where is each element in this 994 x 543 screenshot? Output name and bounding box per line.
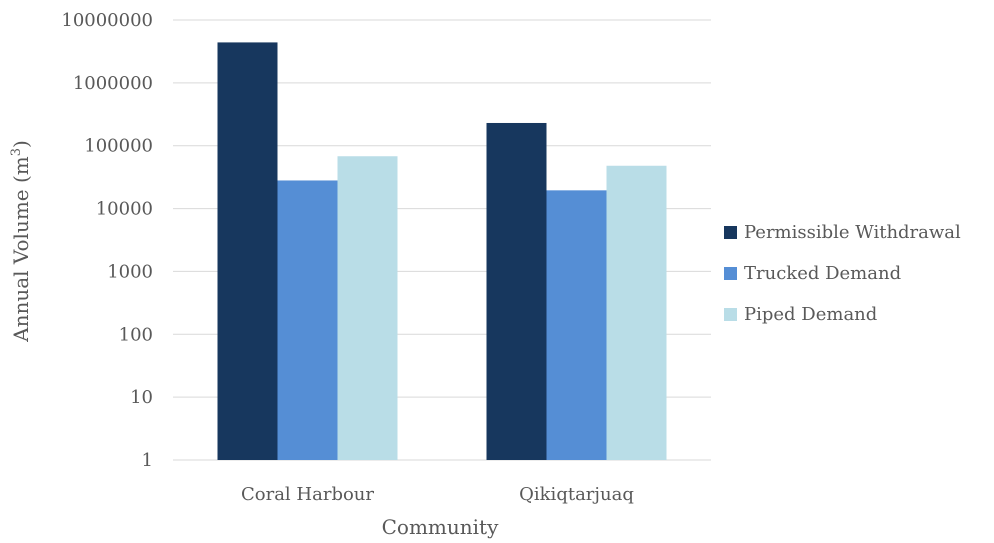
- legend-swatch: [724, 267, 737, 280]
- y-axis-title: Annual Volume (m3): [9, 140, 33, 343]
- x-axis-category-labels: Coral Harbour Qikiqtarjuaq: [241, 484, 634, 505]
- y-tick-label: 100000: [84, 136, 153, 157]
- legend-swatch: [724, 308, 737, 321]
- x-category-label: Coral Harbour: [241, 484, 374, 505]
- bars: [217, 42, 667, 460]
- x-category-label: Qikiqtarjuaq: [519, 484, 634, 505]
- bar-piped-demand: [337, 156, 398, 460]
- y-tick-label: 1: [142, 450, 153, 471]
- legend-swatch: [724, 226, 737, 239]
- y-axis-title-text: Annual Volume (m: [9, 156, 33, 343]
- y-tick-label: 1000: [107, 261, 153, 282]
- y-tick-label: 10000000: [61, 10, 153, 31]
- legend: Permissible Withdrawal Trucked Demand Pipe…: [724, 222, 961, 325]
- bar-trucked-demand: [277, 180, 338, 460]
- legend-label: Piped Demand: [744, 304, 877, 325]
- y-axis-tick-labels: 1 10 100 1000 10000 100000 1000000 10000000: [61, 10, 153, 471]
- bar-trucked-demand: [546, 190, 607, 460]
- y-tick-label: 1000000: [73, 73, 153, 94]
- legend-label: Trucked Demand: [744, 263, 901, 284]
- y-tick-label: 100: [119, 324, 153, 345]
- bar-permissible-withdrawal: [217, 42, 278, 460]
- bar-piped-demand: [606, 165, 667, 460]
- x-axis-title: Community: [382, 515, 499, 539]
- y-tick-label: 10000: [96, 199, 153, 220]
- y-axis-title-suffix: ): [9, 140, 33, 148]
- y-tick-label: 10: [130, 387, 153, 408]
- legend-label: Permissible Withdrawal: [744, 222, 961, 243]
- y-axis-title-superscript: 3: [9, 148, 24, 156]
- bar-permissible-withdrawal: [486, 122, 547, 460]
